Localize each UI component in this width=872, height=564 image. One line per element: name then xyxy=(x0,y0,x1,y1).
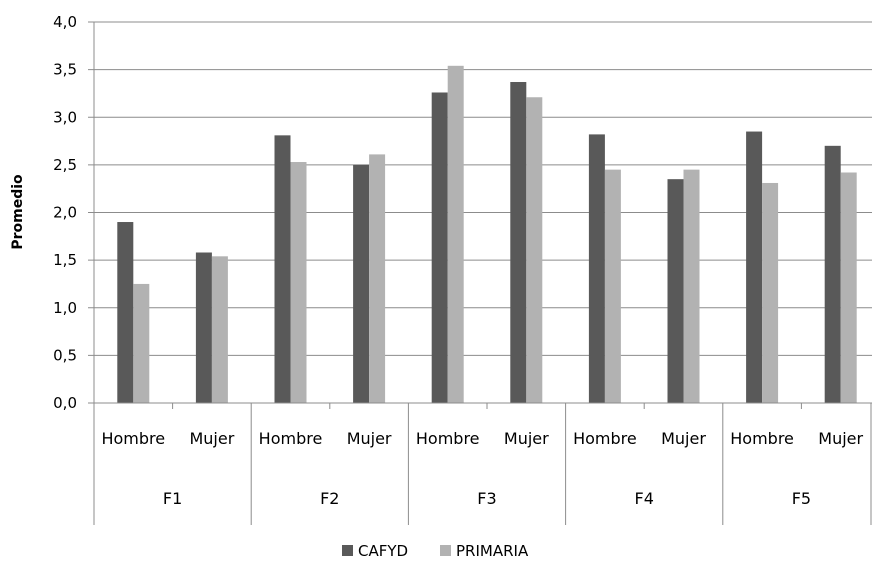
subcategory-label: Mujer xyxy=(504,429,549,448)
bar-primaria xyxy=(526,97,543,403)
y-axis-title: Promedio xyxy=(10,174,26,250)
bar-cafyd xyxy=(824,145,841,403)
legend: CAFYD PRIMARIA xyxy=(342,542,529,560)
group-label: F1 xyxy=(163,489,182,508)
bar-cafyd xyxy=(588,134,605,403)
bar-primaria xyxy=(683,169,700,403)
group-label: F5 xyxy=(792,489,811,508)
x-category-labels: F1 Hombre Mujer F2 Hombre Mujer F3 Hombre Mujer F… xyxy=(101,429,863,508)
bar-primaria xyxy=(211,256,228,403)
legend-swatch-cafyd xyxy=(342,545,353,556)
bar-primaria xyxy=(369,154,386,403)
y-tick-label: 0,5 xyxy=(53,346,77,364)
legend-label: PRIMARIA xyxy=(456,542,529,560)
y-tick-label: 3,5 xyxy=(53,61,77,79)
bar-primaria xyxy=(447,65,464,403)
bar-primaria xyxy=(290,162,307,403)
bar-primaria xyxy=(604,169,621,403)
bar-cafyd xyxy=(431,92,448,404)
bars xyxy=(117,65,857,404)
y-tick-label: 1,5 xyxy=(53,251,77,269)
bar-cafyd xyxy=(746,131,763,403)
y-tick-label: 1,0 xyxy=(53,299,77,317)
subcategory-label: Mujer xyxy=(189,429,234,448)
bar-cafyd xyxy=(117,222,134,403)
subcategory-label: Hombre xyxy=(416,429,480,448)
y-tick-labels: 0,0 0,5 1,0 1,5 2,0 2,5 3,0 3,5 4,0 xyxy=(53,13,77,412)
group-label: F2 xyxy=(320,489,339,508)
bar-cafyd xyxy=(353,164,370,403)
bar-primaria xyxy=(840,172,857,403)
group-label: F3 xyxy=(477,489,496,508)
subcategory-label: Hombre xyxy=(730,429,794,448)
subcategory-label: Hombre xyxy=(573,429,637,448)
y-tick-label: 0,0 xyxy=(53,394,77,412)
bar-primaria xyxy=(762,182,779,403)
subcategory-label: Hombre xyxy=(101,429,165,448)
subcategory-label: Hombre xyxy=(259,429,323,448)
y-tick-label: 3,0 xyxy=(53,108,77,126)
bar-cafyd xyxy=(195,252,212,403)
y-tick-label: 2,0 xyxy=(53,204,77,222)
bar-cafyd xyxy=(274,135,291,403)
bar-cafyd xyxy=(667,179,684,403)
legend-label: CAFYD xyxy=(358,542,408,560)
y-tick-label: 2,5 xyxy=(53,156,77,174)
y-tick-label: 4,0 xyxy=(53,13,77,31)
subcategory-label: Mujer xyxy=(661,429,706,448)
bar-cafyd xyxy=(510,82,527,403)
legend-swatch-primaria xyxy=(440,545,451,556)
group-label: F4 xyxy=(635,489,654,508)
axes xyxy=(88,21,872,525)
subcategory-label: Mujer xyxy=(347,429,392,448)
bar-primaria xyxy=(133,283,150,403)
subcategory-label: Mujer xyxy=(818,429,863,448)
